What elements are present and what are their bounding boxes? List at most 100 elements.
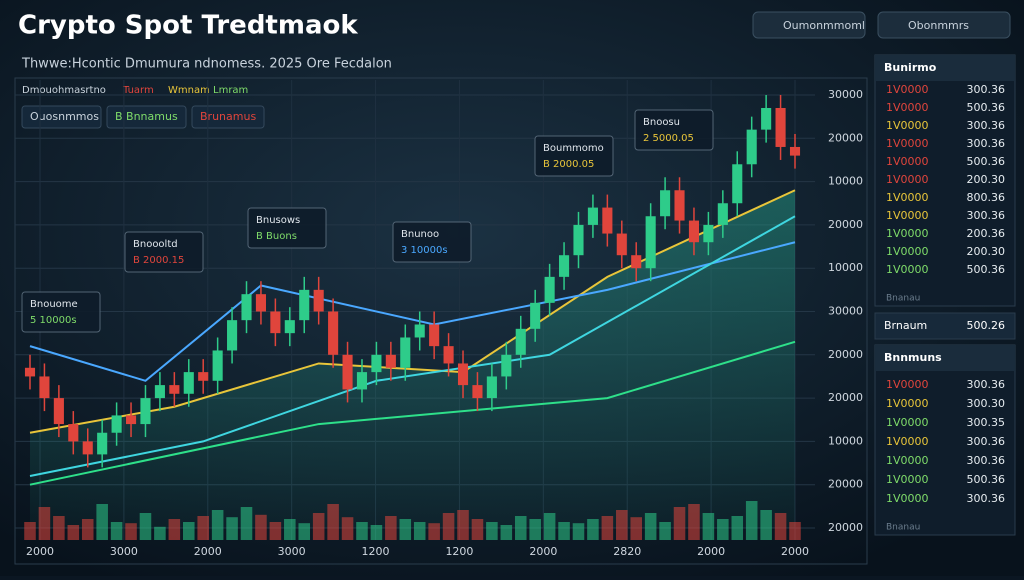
volume-bar (211, 510, 224, 540)
order-label: 1V0000 (886, 454, 929, 467)
order-panel (874, 344, 1016, 536)
order-label: 1V0000 (886, 245, 929, 258)
toolbar-label[interactable]: B Bnnamus (115, 110, 178, 123)
candle-body (587, 207, 598, 225)
annotation-title: Boummomo (543, 143, 604, 154)
volume-bar (702, 513, 715, 540)
button[interactable] (752, 11, 866, 39)
candle-body (674, 190, 685, 221)
ticker-bar (874, 312, 1016, 340)
legend-item: Tuarm (122, 85, 154, 96)
volume-bar (399, 519, 412, 540)
order-price: 300.36 (967, 435, 1006, 448)
candle-body (789, 146, 801, 156)
annotation-text: B 2000.15 (133, 255, 184, 266)
candle-body (53, 398, 64, 425)
order-panel (874, 54, 1016, 307)
order-price: 300.36 (967, 492, 1006, 505)
x-tick-label: 3000 (278, 545, 306, 558)
order-label: 1V0000 (886, 191, 929, 204)
button-label[interactable]: Oumonmmoml (783, 19, 865, 32)
volume-bar (197, 516, 209, 540)
order-price: 300.36 (967, 378, 1006, 391)
candle-body (284, 320, 295, 334)
candle-body (515, 328, 526, 355)
legend-item: Wmnam (168, 85, 210, 96)
volume-bar (125, 523, 137, 540)
volume-bar (240, 507, 253, 540)
order-label: 1V0000 (886, 137, 929, 150)
toolbar-button[interactable] (191, 105, 265, 129)
x-tick-label: 2820 (613, 545, 641, 558)
candle-body (97, 432, 108, 455)
volume-bar (601, 516, 614, 540)
x-tick-label: 2000 (26, 545, 54, 558)
volume-bar (38, 507, 51, 540)
volume-bar (688, 504, 700, 540)
candle-body (111, 415, 122, 433)
order-label: 1V0000 (886, 492, 929, 505)
candle-body (703, 224, 714, 243)
order-price: 300.35 (967, 416, 1006, 429)
toolbar-label[interactable]: Brunamus (200, 110, 256, 123)
order-price: 800.36 (967, 191, 1006, 204)
volume-bar (644, 513, 657, 540)
candle-body (82, 441, 93, 455)
toolbar-button[interactable] (21, 105, 102, 129)
order-price: 200.30 (967, 173, 1006, 186)
panel-header (875, 55, 1015, 81)
x-tick-label: 1200 (445, 545, 473, 558)
candle-body (544, 276, 555, 303)
order-price: 300.36 (967, 83, 1006, 96)
order-label: 1V0000 (886, 83, 929, 96)
volume-bar (269, 522, 282, 540)
order-label: 1V0000 (886, 397, 929, 410)
volume-bar (745, 501, 758, 540)
volume-bar (154, 526, 166, 540)
candle-body (385, 354, 396, 368)
volume-bar (255, 514, 267, 540)
title: Crypto Spot Tredtmaok (18, 11, 358, 41)
candle-body (125, 415, 137, 425)
toolbar-label[interactable]: Ouosnmmos (30, 110, 99, 123)
order-label: 1V0000 (886, 473, 929, 486)
panel-foot: Bnanau (886, 523, 920, 533)
volume-bar (529, 519, 541, 540)
candle-body (342, 354, 353, 390)
annotation-box (124, 231, 204, 273)
volume-bar (457, 510, 469, 540)
candle-body (457, 363, 469, 386)
candle-body (255, 294, 266, 312)
order-price: 300.36 (967, 209, 1006, 222)
order-price: 300.30 (967, 397, 1006, 410)
x-tick-label: 2000 (781, 545, 809, 558)
order-price: 300.36 (967, 119, 1006, 132)
order-label: 1V0000 (886, 263, 929, 276)
candle-body (356, 372, 368, 390)
candle-body (299, 289, 310, 321)
ticker-name: Brnaum (884, 319, 927, 332)
y-tick-label: 10000 (828, 261, 863, 274)
volume-bar (774, 513, 787, 540)
candle-body (688, 220, 700, 243)
candle-body (530, 302, 541, 329)
volume-bar (298, 523, 311, 540)
candle-body (183, 372, 194, 394)
candle-body (443, 346, 454, 364)
button-label[interactable]: Obonmmrs (908, 19, 969, 32)
order-label: 1V0000 (886, 416, 929, 429)
order-price: 200.30 (967, 245, 1006, 258)
order-price: 500.36 (967, 101, 1006, 114)
button[interactable] (877, 11, 1011, 39)
toolbar-button[interactable] (106, 105, 187, 129)
order-price: 200.36 (967, 227, 1006, 240)
volume-bar (183, 522, 195, 540)
order-label: 1V0000 (886, 155, 929, 168)
annotation-text: 2 5000.05 (643, 133, 694, 144)
panel-foot: Bnanau (886, 294, 920, 304)
order-label: 1V0000 (886, 209, 929, 222)
candle-body (660, 190, 671, 217)
x-tick-label: 3000 (110, 545, 138, 558)
order-label: 1V0000 (886, 435, 929, 448)
candle-body (169, 385, 180, 394)
